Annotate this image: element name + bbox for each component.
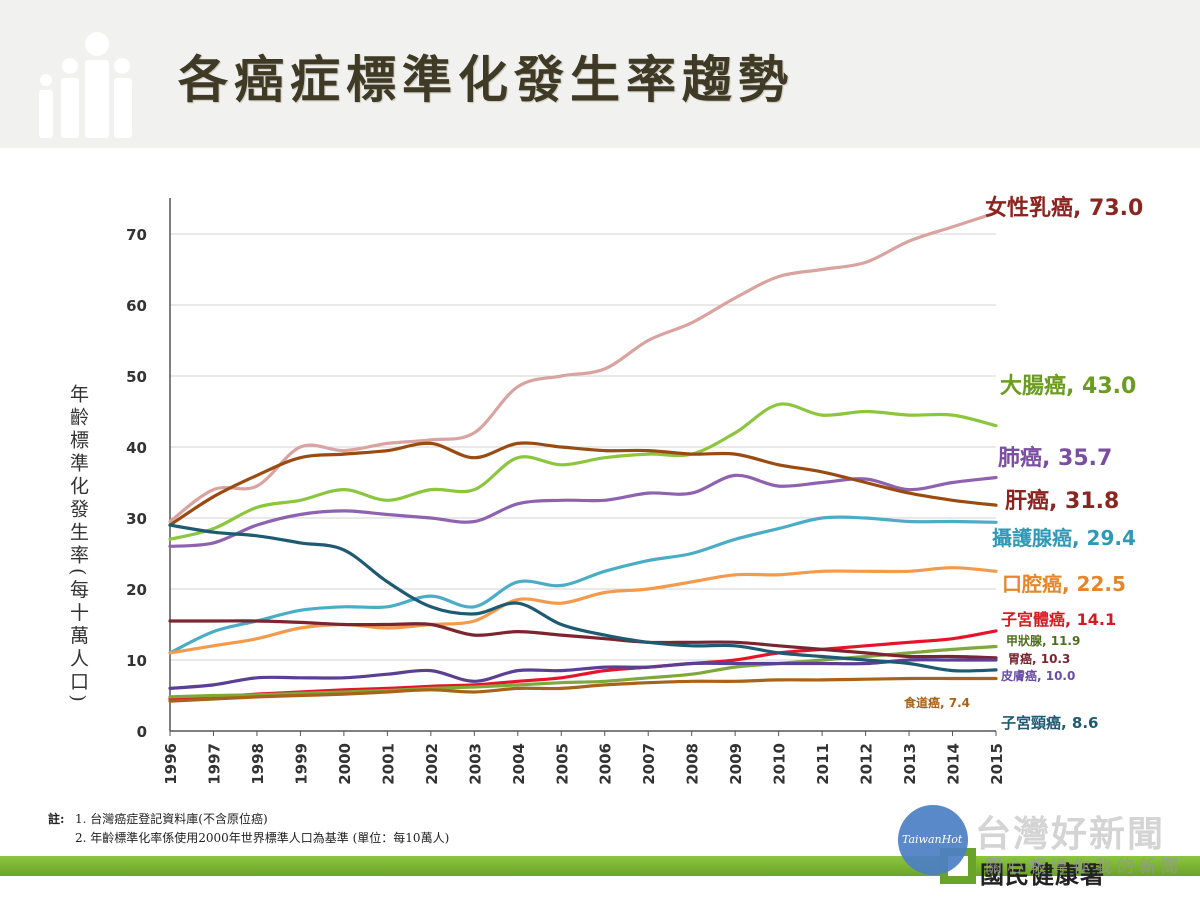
label-stomach: 胃癌, 10.3 bbox=[1008, 651, 1070, 666]
x-tick-label: 2002 bbox=[423, 743, 441, 785]
slide-title: 各癌症標準化發生率趨勢 bbox=[178, 50, 794, 109]
x-tick-label: 2006 bbox=[597, 743, 615, 785]
footnotes: 註: 1. 台灣癌症登記資料庫(不含原位癌) 2. 年齡標準化率係使用2000年世… bbox=[48, 810, 449, 848]
series-line-9 bbox=[168, 658, 998, 690]
series-line-7 bbox=[168, 644, 998, 699]
x-tick-label: 2005 bbox=[553, 743, 571, 785]
series-line-0 bbox=[168, 211, 998, 524]
x-tick-label: 2003 bbox=[466, 743, 484, 785]
x-tick-label: 2014 bbox=[945, 743, 963, 785]
header-band bbox=[0, 0, 1200, 148]
people-logo-icon bbox=[39, 32, 132, 138]
footnote-line-2: 2. 年齡標準化率係使用2000年世界標準人口為基準 (單位：每10萬人) bbox=[48, 829, 449, 848]
y-tick-label: 60 bbox=[126, 297, 147, 315]
x-tick-label: 1998 bbox=[249, 743, 267, 785]
x-tick-label: 2010 bbox=[771, 743, 789, 785]
label-colorectal: 大腸癌, 43.0 bbox=[1000, 373, 1136, 399]
label-thyroid: 甲狀腺, 11.9 bbox=[1006, 633, 1080, 648]
x-tick-label: 2013 bbox=[901, 743, 919, 785]
label-lung: 肺癌, 35.7 bbox=[998, 445, 1112, 471]
y-tick-label: 70 bbox=[126, 226, 147, 244]
x-tick-label: 2009 bbox=[727, 743, 745, 785]
y-tick-label: 30 bbox=[126, 510, 147, 528]
series-line-5 bbox=[168, 566, 998, 655]
series-line-2 bbox=[168, 473, 998, 548]
footnote-line-1: 註: 1. 台灣癌症登記資料庫(不含原位癌) bbox=[48, 810, 449, 829]
series-line-3 bbox=[168, 441, 998, 527]
footnote-prefix: 註: bbox=[48, 812, 65, 826]
y-tick-label: 50 bbox=[126, 368, 147, 386]
x-tick-label: 1997 bbox=[205, 743, 223, 785]
y-tick-label: 40 bbox=[126, 439, 147, 457]
series-line-10 bbox=[168, 676, 998, 703]
y-tick-label: 20 bbox=[126, 581, 147, 599]
series-line-4 bbox=[168, 515, 998, 655]
x-tick-label: 2015 bbox=[988, 743, 1006, 785]
label-oral: 口腔癌, 22.5 bbox=[1002, 572, 1126, 596]
y-tick-label: 10 bbox=[126, 652, 147, 670]
watermark-subtitle: 關心報導你我的新聞 bbox=[985, 857, 1183, 877]
series-line-6 bbox=[168, 629, 998, 701]
y-tick-label: 0 bbox=[137, 723, 147, 741]
x-tick-label: 2000 bbox=[336, 743, 354, 785]
x-tick-label: 2012 bbox=[858, 743, 876, 785]
watermark-logo-icon bbox=[898, 805, 968, 875]
footnote-1-text: 1. 台灣癌症登記資料庫(不含原位癌) bbox=[75, 812, 268, 826]
y-axis-label: 年齡標準化發生率(每十萬人口) bbox=[67, 384, 89, 706]
footer-base bbox=[0, 876, 1200, 898]
x-tick-label: 2011 bbox=[814, 743, 832, 785]
x-tick-label: 2004 bbox=[510, 743, 528, 785]
org-name: 國民健康署 bbox=[980, 861, 1105, 889]
x-tick-label: 2007 bbox=[640, 743, 658, 785]
label-esophagus: 食道癌, 7.4 bbox=[903, 695, 970, 710]
series-line-8 bbox=[168, 619, 998, 660]
label-prostate: 攝護腺癌, 29.4 bbox=[992, 526, 1136, 550]
x-tick-label: 1996 bbox=[162, 743, 180, 785]
footnote-2-text: 2. 年齡標準化率係使用2000年世界標準人口為基準 (單位：每10萬人) bbox=[75, 831, 450, 845]
watermark-title: 台灣好新聞 bbox=[975, 814, 1166, 855]
footer-green-bar bbox=[0, 856, 1200, 876]
x-tick-label: 2001 bbox=[379, 743, 397, 785]
label-endometrial: 子宮體癌, 14.1 bbox=[1001, 610, 1116, 629]
x-tick-label: 2008 bbox=[684, 743, 702, 785]
watermark-brand: TaiwanHot bbox=[902, 833, 963, 846]
label-liver: 肝癌, 31.8 bbox=[1005, 488, 1119, 514]
series-line-11 bbox=[168, 523, 998, 673]
series-line-1 bbox=[168, 402, 998, 541]
label-skin: 皮膚癌, 10.0 bbox=[1000, 668, 1075, 683]
x-tick-label: 1999 bbox=[292, 743, 310, 785]
label-cervical: 子宮頸癌, 8.6 bbox=[1001, 714, 1099, 732]
label-breast: 女性乳癌, 73.0 bbox=[985, 195, 1143, 221]
